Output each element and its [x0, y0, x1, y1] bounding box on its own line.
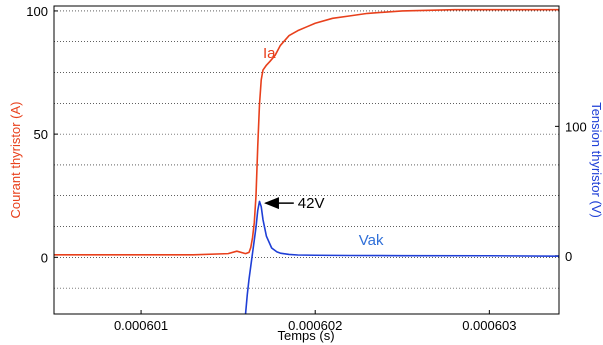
y-left-axis-label: Courant thyristor (A) [8, 101, 23, 218]
annotation-42v: 42V [298, 195, 325, 212]
series-group [54, 8, 560, 315]
y-right-tick-label: 100 [565, 119, 587, 134]
y-right-axis-label: Tension thyristor (V) [589, 102, 603, 218]
annotations: Ia Vak 42V [263, 45, 384, 249]
x-tick-label: 0.000603 [462, 318, 516, 333]
y-left-tick-label: 50 [34, 127, 48, 142]
plot-frame [53, 5, 560, 315]
x-axis-label: Temps (s) [277, 328, 334, 343]
annotation-vak: Vak [359, 232, 384, 249]
annotation-ia: Ia [263, 45, 276, 62]
y-left-tick-label: 100 [26, 4, 48, 19]
grid [54, 10, 559, 289]
x-tick-label: 0.000602 [288, 318, 342, 333]
series-line-vak [244, 200, 560, 315]
series-line-ia [54, 8, 559, 256]
plot-background [54, 6, 559, 314]
y-right-axis-ticks: 0 100 [555, 119, 587, 264]
y-left-tick-label: 0 [41, 250, 48, 265]
x-tick-label: 0.000601 [114, 318, 168, 333]
x-axis-ticks: 0.000601 0.000602 0.000603 [114, 310, 516, 333]
y-left-axis-ticks: 0 50 100 [26, 4, 58, 265]
y-right-tick-label: 0 [565, 249, 572, 264]
